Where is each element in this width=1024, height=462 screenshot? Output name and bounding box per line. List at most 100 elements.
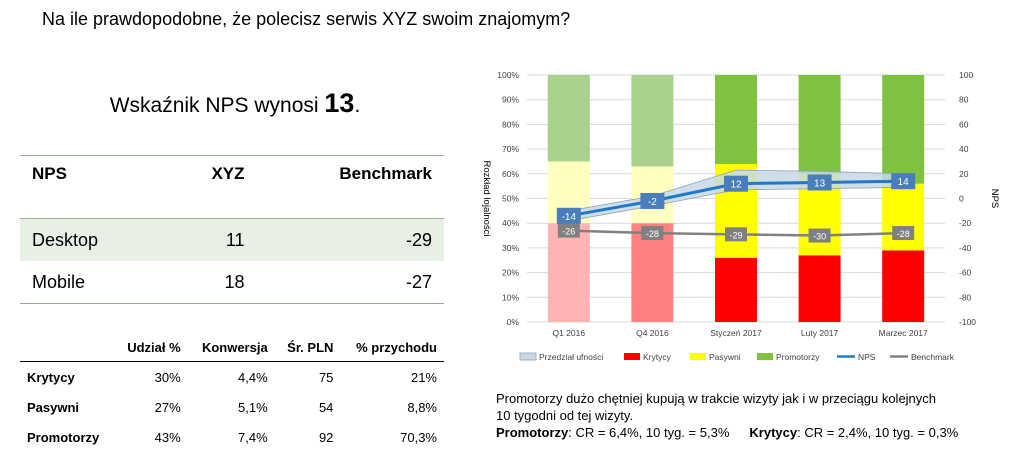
table-row: Promotorzy 43% 7,4% 92 70,3% bbox=[20, 422, 444, 452]
nps-data-label: 14 bbox=[898, 177, 910, 188]
nps-row-xyz: 18 bbox=[164, 261, 257, 304]
legend-swatch bbox=[624, 353, 640, 360]
x-tick-label: Marzec 2017 bbox=[879, 328, 928, 338]
legend-label: Krytycy bbox=[643, 352, 672, 362]
legend-swatch-band bbox=[519, 352, 537, 361]
benchmark-data-label: -28 bbox=[646, 229, 659, 239]
y2-tick-label: -80 bbox=[959, 292, 972, 302]
nps-point bbox=[640, 192, 665, 209]
nps-header-xyz: XYZ bbox=[164, 155, 257, 192]
bar-promotorzy bbox=[882, 75, 925, 184]
segment-revenue: 70,3% bbox=[400, 429, 437, 445]
y-tick-label: 90% bbox=[502, 95, 519, 105]
bar-promotorzy bbox=[715, 75, 757, 164]
nps-headline-value: 13 bbox=[324, 88, 355, 118]
nps-row-benchmark: -29 bbox=[256, 218, 444, 261]
nps-data-label: -2 bbox=[648, 197, 657, 208]
survey-question: Na ile prawdopodobne, że polecisz serwis… bbox=[42, 9, 571, 29]
benchmark-point bbox=[641, 226, 664, 241]
segment-table: Udział % Konwersja Śr. PLN % przychodu K… bbox=[20, 333, 444, 452]
bar-promotorzy bbox=[631, 75, 674, 167]
insight-line-2: 10 tygodni od tej wizyty. bbox=[496, 408, 634, 423]
bar-krytycy bbox=[798, 255, 841, 322]
y-tick-label: 80% bbox=[502, 119, 519, 129]
bar-pasywni bbox=[882, 183, 925, 251]
insight-metrics: Promotorzy: CR = 6,4%, 10 tyg. = 5,3% Kry… bbox=[496, 424, 996, 441]
benchmark-point bbox=[557, 223, 580, 238]
critics-label: Krytycy bbox=[749, 425, 798, 440]
x-tick-label: Luty 2017 bbox=[801, 328, 839, 338]
legend-label: Benchmark bbox=[911, 352, 955, 362]
nps-point bbox=[724, 175, 748, 192]
y-tick-label: 0% bbox=[507, 317, 520, 327]
y-tick-label: 20% bbox=[502, 268, 519, 278]
benchmark-data-label: -26 bbox=[562, 227, 575, 237]
table-row: Desktop 11 -29 bbox=[20, 218, 444, 261]
nps-header-label: NPS bbox=[20, 155, 165, 192]
segment-header-revenue: % przychodu bbox=[340, 333, 444, 362]
y2-tick-label: 60 bbox=[959, 119, 969, 129]
critics-metrics: : CR = 2,4%, 10 tyg. = 0,3% bbox=[797, 425, 959, 440]
segment-header-blank bbox=[20, 333, 115, 362]
benchmark-point bbox=[892, 226, 915, 241]
segment-avg-pln: 54 bbox=[318, 399, 334, 415]
y-tick-label: 30% bbox=[502, 243, 519, 253]
table-row: Mobile 18 -27 bbox=[20, 261, 444, 304]
legend-label: NPS bbox=[858, 352, 876, 362]
nps-header-benchmark: Benchmark bbox=[256, 155, 444, 192]
y-tick-label: 100% bbox=[497, 70, 519, 80]
insight-line-1: Promotorzy dużo chętniej kupują w trakci… bbox=[496, 391, 937, 406]
benchmark-data-label: -30 bbox=[813, 232, 826, 242]
nps-headline-suffix: . bbox=[354, 94, 361, 117]
insight-note: Promotorzy dużo chętniej kupują w trakci… bbox=[496, 390, 996, 441]
benchmark-point bbox=[808, 228, 831, 243]
nps-point bbox=[807, 174, 832, 191]
legend-label: Pasywni bbox=[709, 352, 741, 362]
y2-tick-label: -60 bbox=[959, 268, 972, 278]
x-tick-label: Q4 2016 bbox=[636, 328, 669, 338]
legend-label: Przedział ufności bbox=[539, 352, 603, 362]
segment-header-conversion: Konwersja bbox=[187, 333, 275, 362]
y2-tick-label: 100 bbox=[959, 70, 973, 80]
segment-label: Krytycy bbox=[27, 369, 75, 385]
nps-table: NPS XYZ Benchmark Desktop 11 -29 Mobile … bbox=[20, 155, 444, 304]
y2-tick-label: 40 bbox=[959, 144, 969, 154]
y-tick-label: 50% bbox=[502, 194, 519, 204]
y-tick-label: 70% bbox=[502, 144, 519, 154]
segment-revenue: 21% bbox=[410, 369, 437, 385]
segment-avg-pln: 75 bbox=[318, 369, 334, 385]
y2-tick-label: -20 bbox=[959, 218, 972, 228]
loyalty-chart: 0% 10% 20% 30% 40% 50% 60% 70% 80% 90% 100% -100 -80… bbox=[481, 70, 1000, 362]
segment-table-header: Udział % Konwersja Śr. PLN % przychodu bbox=[20, 333, 444, 362]
nps-headline-prefix: Wskaźnik NPS wynosi bbox=[109, 94, 325, 117]
segment-avg-pln: 92 bbox=[318, 429, 334, 445]
bar-promotorzy bbox=[547, 75, 590, 162]
y-tick-label: 60% bbox=[502, 169, 519, 179]
nps-row-xyz: 11 bbox=[164, 218, 257, 261]
legend-label: Promotorzy bbox=[776, 352, 820, 362]
nps-row-label: Mobile bbox=[20, 261, 165, 304]
benchmark-data-label: -29 bbox=[729, 230, 742, 240]
bar-krytycy bbox=[715, 257, 757, 322]
table-row: Pasywni 27% 5,1% 54 8,8% bbox=[20, 392, 444, 422]
nps-data-label: 12 bbox=[730, 180, 742, 191]
legend-swatch bbox=[757, 353, 773, 360]
x-tick-label: Q1 2016 bbox=[552, 328, 585, 338]
y2-tick-label: 20 bbox=[959, 169, 969, 179]
segment-revenue: 8,8% bbox=[407, 399, 437, 415]
segment-conversion: 4,4% bbox=[238, 369, 268, 385]
y-tick-label: 40% bbox=[502, 218, 519, 228]
segment-conversion: 5,1% bbox=[238, 399, 268, 415]
y2-tick-label: 80 bbox=[959, 95, 969, 105]
segment-label: Pasywni bbox=[27, 399, 80, 415]
nps-data-label: 13 bbox=[814, 178, 826, 189]
segment-header-share: Udział % bbox=[114, 333, 188, 362]
benchmark-data-label: -28 bbox=[897, 229, 910, 239]
promoters-label: Promotorzy bbox=[496, 425, 569, 440]
nps-point bbox=[556, 207, 581, 224]
promoters-metrics: : CR = 6,4%, 10 tyg. = 5,3% bbox=[568, 425, 730, 440]
segment-share: 30% bbox=[154, 369, 181, 385]
nps-row-label: Desktop bbox=[20, 218, 165, 261]
bar-promotorzy bbox=[798, 75, 841, 174]
bar-krytycy bbox=[547, 223, 590, 322]
